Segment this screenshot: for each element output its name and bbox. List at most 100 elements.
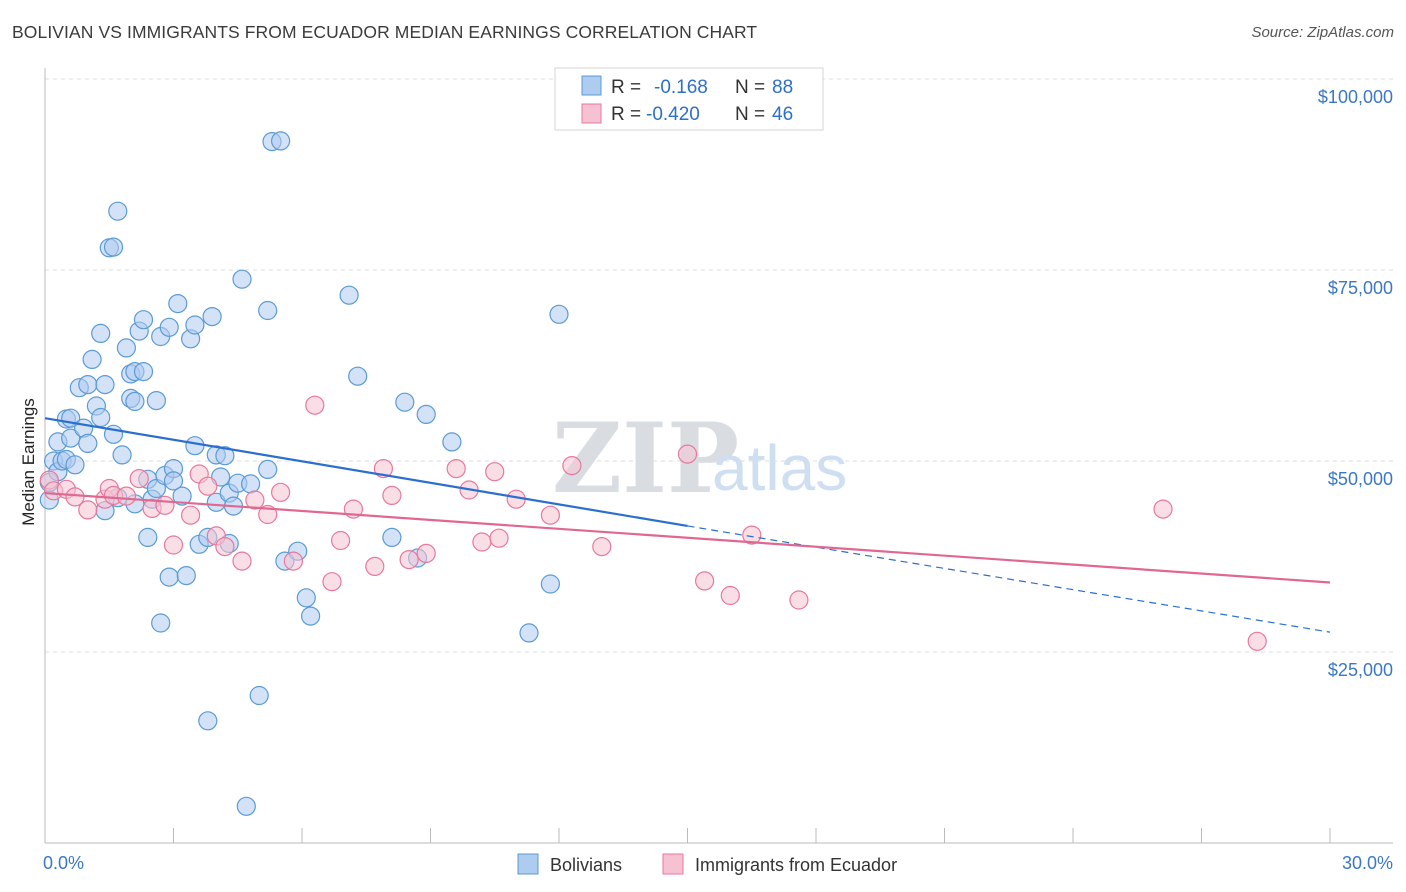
watermark-atlas: atlas <box>712 432 847 504</box>
source-label: Source: ZipAtlas.com <box>1251 24 1394 41</box>
watermark: ZIP atlas <box>552 402 847 515</box>
ecuador-point-45 <box>789 590 809 610</box>
legend-swatch-ecuador <box>662 853 684 875</box>
bolivians-point-42 <box>159 567 179 587</box>
bolivians-point-76 <box>339 285 359 305</box>
bolivians-trendline <box>44 417 688 528</box>
bolivians-point-66 <box>241 474 261 494</box>
ecuador-point-42 <box>694 571 715 591</box>
legend-swatch-blue <box>581 75 602 96</box>
ecuador-point-17 <box>215 536 235 557</box>
ecuador-point-41 <box>677 444 698 464</box>
bolivians-point-14 <box>78 375 98 395</box>
ecuador-point-8 <box>116 486 137 506</box>
bolivians-point-48 <box>176 565 196 586</box>
series-legend: Bolivians Immigrants from Ecuador <box>517 853 897 875</box>
bolivians-point-17 <box>91 323 111 343</box>
ecuador-point-40 <box>592 536 612 557</box>
ecuador-point-15 <box>198 476 218 496</box>
trendlines <box>44 417 1331 633</box>
ecuador-point-31 <box>416 543 436 564</box>
legend-label-bolivians: Bolivians <box>550 855 622 875</box>
ecuador-point-21 <box>271 482 291 502</box>
legend-n-label-2: N = <box>735 104 765 125</box>
y-tick-label-1: $50,000 <box>1328 469 1393 489</box>
bolivians-point-68 <box>258 459 278 479</box>
bolivians-point-77 <box>348 366 368 386</box>
bolivians-point-67 <box>249 685 269 706</box>
ecuador-point-47 <box>1247 631 1267 651</box>
bolivians-point-51 <box>185 436 205 456</box>
bolivians-point-29 <box>125 391 145 411</box>
bolivians-point-34 <box>138 527 158 548</box>
ecuador-point-36 <box>489 528 509 548</box>
bolivians-point-78 <box>382 527 402 548</box>
bolivians-point-32 <box>133 310 154 330</box>
bolivians-point-25 <box>112 445 132 465</box>
watermark-zip: ZIP <box>552 402 739 515</box>
bolivians-point-87 <box>91 407 111 428</box>
ecuador-point-30 <box>399 549 419 570</box>
bolivians-point-46 <box>168 294 188 314</box>
legend-swatch-pink <box>581 103 602 124</box>
ecuador-point-11 <box>155 495 175 515</box>
ecuador-point-24 <box>322 572 342 592</box>
bolivians-point-64 <box>232 269 252 289</box>
bolivians-point-24 <box>108 201 128 221</box>
legend-r-value-2: -0.420 <box>646 104 700 125</box>
ecuador-point-27 <box>365 556 385 577</box>
bolivians-point-9 <box>61 428 81 448</box>
bolivians-point-74 <box>296 588 316 608</box>
ecuador-point-22 <box>283 551 303 571</box>
bolivians-point-55 <box>202 307 222 327</box>
x-tick-label-1: 30.0% <box>1342 853 1393 873</box>
legend-n-value-1: 88 <box>772 77 793 98</box>
bolivians-point-47 <box>172 486 192 506</box>
x-tick-label-0: 0.0% <box>43 853 84 873</box>
legend-r-label-1: R = <box>611 77 641 98</box>
y-tick-label-3: $100,000 <box>1318 87 1393 107</box>
bolivians-point-83 <box>519 623 539 643</box>
axes <box>44 68 1393 844</box>
ecuador-point-38 <box>540 505 561 525</box>
ecuador-point-4 <box>78 500 98 520</box>
bolivians-point-10 <box>65 455 85 475</box>
bolivians-trendline-extension <box>687 525 1331 633</box>
ecuador-point-20 <box>258 504 278 525</box>
correlation-legend: R = -0.168 N = 88 R = -0.420 N = 46 <box>554 67 824 131</box>
bolivians-point-82 <box>442 432 462 452</box>
legend-n-label-1: N = <box>735 77 765 98</box>
series-bolivians-points <box>39 131 569 816</box>
ecuador-point-29 <box>382 485 402 505</box>
bolivians-point-43 <box>159 317 179 337</box>
bolivians-point-85 <box>549 304 569 324</box>
bolivians-point-40 <box>151 613 171 633</box>
bolivians-point-21 <box>103 237 124 257</box>
bolivians-point-26 <box>116 338 137 358</box>
ecuador-point-44 <box>742 525 762 545</box>
ecuador-point-35 <box>485 462 505 482</box>
ecuador-point-19 <box>245 490 265 510</box>
ecuador-trendline <box>44 491 1331 584</box>
bolivians-point-54 <box>198 711 218 731</box>
legend-n-value-2: 46 <box>772 104 793 125</box>
legend-r-value-1: -0.168 <box>654 77 708 98</box>
ecuador-point-12 <box>163 535 184 555</box>
legend-label-ecuador: Immigrants from Ecuador <box>695 855 897 875</box>
bolivians-point-69 <box>258 300 278 321</box>
y-tick-labels: $25,000 $50,000 $75,000 $100,000 <box>1318 87 1393 680</box>
bolivians-point-75 <box>301 606 321 626</box>
ecuador-point-34 <box>472 532 492 552</box>
bolivians-point-13 <box>78 433 98 453</box>
x-tick-labels: 0.0% 30.0% <box>43 853 1393 873</box>
bolivians-point-79 <box>395 392 415 412</box>
bolivians-point-81 <box>416 404 436 424</box>
y-axis-title: Median Earnings <box>19 398 38 526</box>
bolivians-point-45 <box>163 471 184 491</box>
chart-title: BOLIVIAN VS IMMIGRANTS FROM ECUADOR MEDI… <box>12 22 758 42</box>
ecuador-point-23 <box>305 395 325 415</box>
bolivians-point-59 <box>215 446 235 466</box>
ecuador-point-18 <box>232 551 252 571</box>
bolivians-point-19 <box>95 375 115 395</box>
